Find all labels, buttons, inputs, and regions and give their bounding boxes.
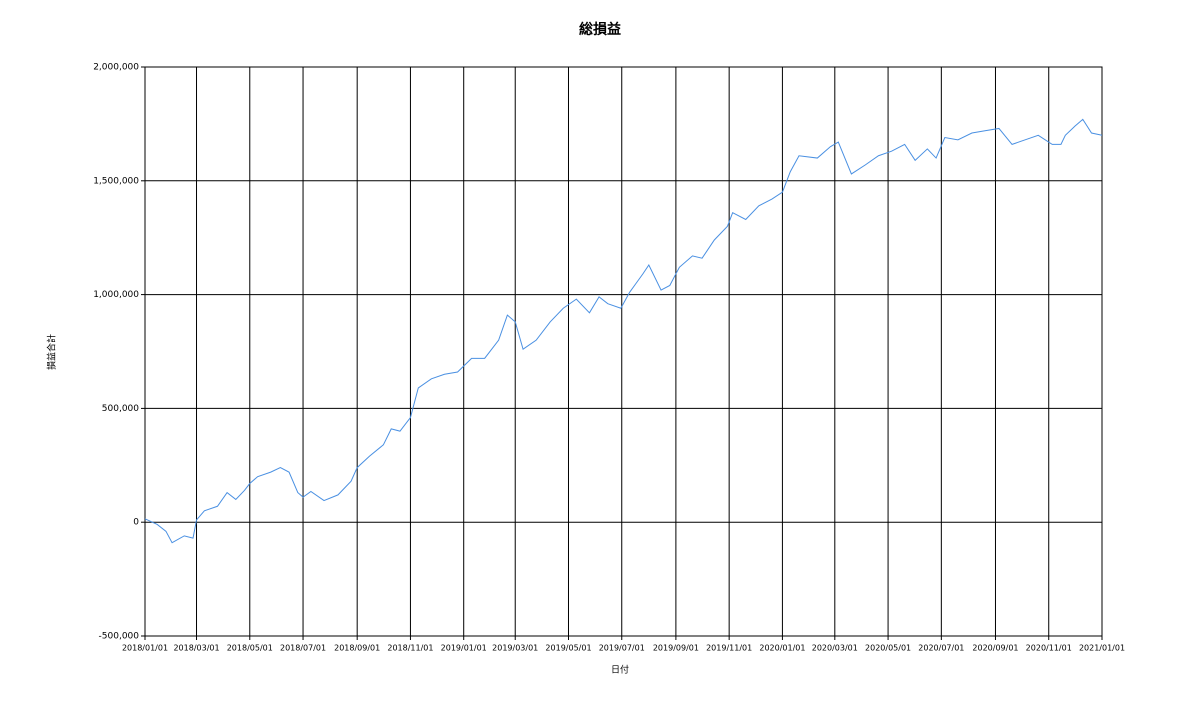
x-tick-label: 2020/05/01	[865, 644, 911, 653]
x-tick-label: 2019/01/01	[441, 644, 487, 653]
y-tick-label: 0	[133, 518, 139, 528]
plot-frame	[144, 66, 1103, 637]
x-tick-label: 2018/11/01	[387, 644, 433, 653]
x-tick-label: 2019/09/01	[653, 644, 699, 653]
x-tick-label: 2021/01/01	[1079, 644, 1125, 653]
y-axis-label: 損益合計	[46, 334, 58, 370]
x-axis-label: 日付	[611, 665, 629, 676]
x-tick-label: 2020/01/01	[759, 644, 805, 653]
x-tick-label: 2020/09/01	[972, 644, 1018, 653]
y-tick-label: 2,000,000	[93, 63, 139, 73]
x-tick-label: 2019/11/01	[706, 644, 752, 653]
x-tick-label: 2018/03/01	[173, 644, 219, 653]
x-tick-label: 2019/07/01	[599, 644, 645, 653]
x-tick-label: 2018/05/01	[227, 644, 273, 653]
x-tick-label: 2020/03/01	[812, 644, 858, 653]
x-tick-label: 2018/09/01	[334, 644, 380, 653]
x-tick-label: 2019/03/01	[492, 644, 538, 653]
y-tick-label: -500,000	[99, 632, 140, 642]
y-tick-label: 1,500,000	[93, 176, 139, 186]
x-tick-label: 2018/01/01	[122, 644, 168, 653]
chart-title: 総損益	[579, 21, 621, 38]
x-tick-label: 2020/11/01	[1026, 644, 1072, 653]
y-tick-label: 500,000	[102, 404, 139, 414]
x-tick-label: 2020/07/01	[918, 644, 964, 653]
x-tick-label: 2019/05/01	[545, 644, 591, 653]
y-tick-label: 1,000,000	[93, 290, 139, 300]
data-line	[144, 118, 1103, 544]
x-tick-label: 2018/07/01	[280, 644, 326, 653]
